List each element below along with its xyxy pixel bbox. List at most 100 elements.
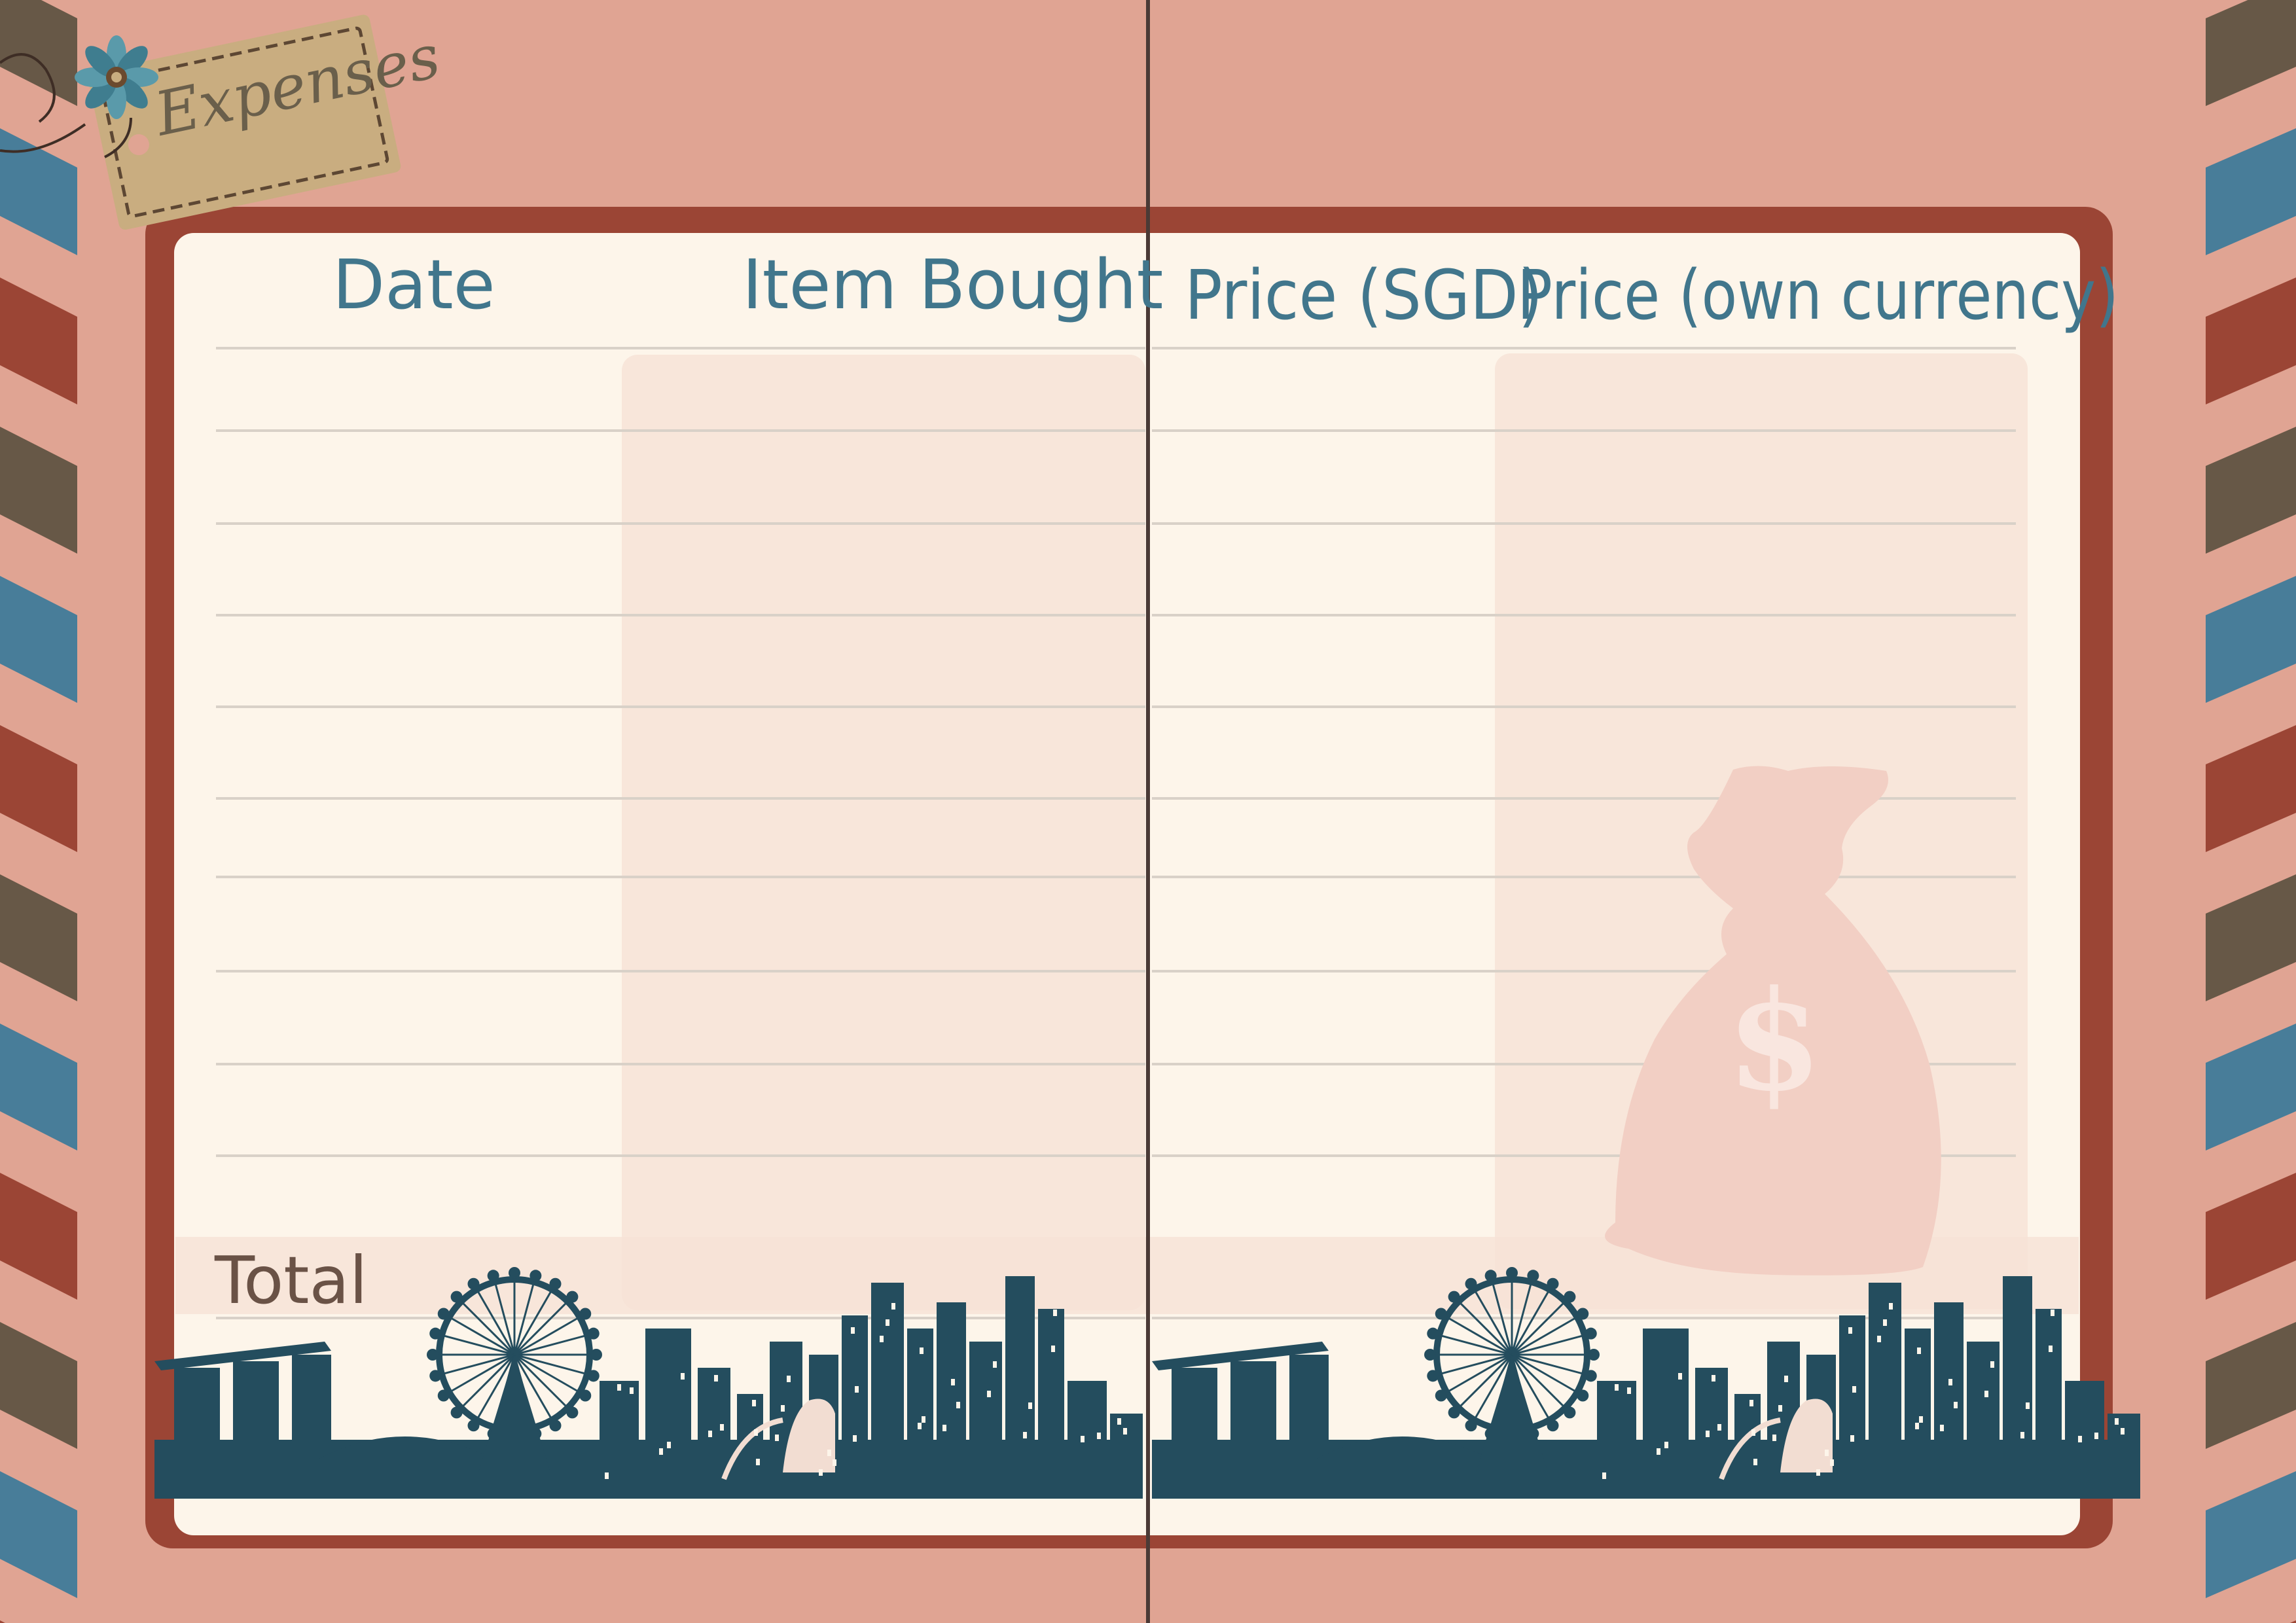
- skyline-shape: [645, 1329, 691, 1499]
- ferris-spoke: [514, 1334, 588, 1356]
- ferris-cabin: [579, 1389, 592, 1402]
- ferris-cabin: [1448, 1406, 1460, 1419]
- skyline-shape: [842, 1315, 868, 1499]
- skyline-shape: [2003, 1276, 2032, 1499]
- skyline-shape: [1934, 1302, 1964, 1499]
- window: [1784, 1376, 1788, 1382]
- skyline-shape: [154, 1342, 331, 1370]
- airmail-stripe: [2289, 1620, 2296, 1623]
- ferris-spoke: [1511, 1281, 1533, 1355]
- skyline-shape: [1152, 1342, 1329, 1370]
- ferris-cabin: [429, 1327, 442, 1340]
- ferris-cabin: [1484, 1270, 1497, 1282]
- airmail-stripe: [2206, 0, 2296, 106]
- window: [1852, 1386, 1856, 1393]
- ferris-spoke: [460, 1353, 516, 1409]
- total-label: Total: [215, 1242, 368, 1319]
- ferris-cabin: [427, 1349, 439, 1361]
- airmail-stripe: [0, 427, 77, 554]
- ferris-cabin: [1564, 1406, 1576, 1419]
- window: [714, 1375, 718, 1382]
- ferris-cabin: [1465, 1419, 1477, 1432]
- window: [1830, 1459, 1834, 1466]
- airmail-stripe: [0, 576, 77, 703]
- window: [1848, 1327, 1852, 1334]
- ferris-cabin: [450, 1291, 463, 1303]
- skyline-shape: [2108, 1414, 2140, 1499]
- ferris-spoke: [1473, 1289, 1513, 1355]
- ferris-cabin: [566, 1406, 579, 1419]
- ferris-spoke: [1446, 1316, 1513, 1356]
- skyline-shape: [871, 1283, 904, 1499]
- ferris-cabin: [1424, 1349, 1436, 1361]
- skyline-shape: [233, 1361, 279, 1499]
- airmail-stripe: [0, 1322, 77, 1449]
- ferris-cabin: [1588, 1349, 1600, 1361]
- window: [775, 1435, 779, 1441]
- window: [787, 1376, 791, 1382]
- ferris-cabin: [587, 1327, 600, 1340]
- window: [918, 1423, 922, 1429]
- window: [1664, 1442, 1668, 1448]
- ferris-cabin: [450, 1406, 463, 1419]
- window: [833, 1459, 836, 1466]
- ferris-cabin: [1585, 1370, 1597, 1382]
- window: [1627, 1387, 1631, 1394]
- window: [752, 1400, 756, 1406]
- window: [2051, 1310, 2054, 1316]
- airmail-stripe: [0, 1471, 77, 1598]
- ferris-cabin: [1577, 1389, 1589, 1402]
- window: [1889, 1303, 1893, 1310]
- ferris-cabin: [437, 1308, 450, 1320]
- ferris-cabin: [579, 1308, 592, 1320]
- ferris-spoke: [1439, 1353, 1513, 1376]
- ferris-cabin: [1435, 1308, 1447, 1320]
- flower-petal: [85, 77, 117, 109]
- right-airmail-stripes: [2206, 0, 2296, 1623]
- flower-icon: [75, 35, 158, 119]
- window: [756, 1459, 760, 1465]
- window: [659, 1448, 663, 1455]
- ferris-spoke: [514, 1353, 581, 1393]
- ferris-spoke: [441, 1353, 515, 1376]
- ferris-spoke: [1511, 1353, 1578, 1393]
- airmail-stripe: [2206, 1471, 2296, 1598]
- ferris-cabin: [1465, 1277, 1477, 1290]
- window: [2121, 1428, 2125, 1435]
- airmail-stripe: [2206, 128, 2296, 255]
- window: [880, 1336, 884, 1342]
- ferris-spoke: [1511, 1354, 1551, 1421]
- window: [1948, 1379, 1952, 1385]
- window: [1023, 1432, 1027, 1438]
- skyline-shape: [1289, 1355, 1329, 1499]
- airmail-stripe: [0, 0, 77, 106]
- window: [720, 1424, 724, 1431]
- ferris-cabin: [429, 1370, 442, 1382]
- window: [667, 1442, 671, 1448]
- ferris-cabin: [1427, 1327, 1439, 1340]
- left-airmail-stripes: [0, 0, 77, 1623]
- flower-petal: [85, 46, 117, 77]
- skyline-shape: [1316, 1436, 1492, 1459]
- skyline-shape: [1476, 1355, 1548, 1472]
- window: [1053, 1310, 1057, 1316]
- ferris-cabin: [587, 1370, 600, 1382]
- window: [1706, 1431, 1710, 1437]
- ferris-spoke: [1511, 1334, 1585, 1356]
- ferris-spoke: [1511, 1353, 1585, 1376]
- airmail-stripe: [0, 725, 77, 852]
- window: [1954, 1402, 1958, 1408]
- skyline-left: [154, 1267, 1143, 1499]
- ferris-cabin: [1585, 1327, 1597, 1340]
- window: [1751, 1429, 1755, 1436]
- window: [1778, 1405, 1782, 1412]
- ferris-spoke: [460, 1300, 516, 1356]
- skyline-shape: [318, 1436, 495, 1459]
- skyline-shape: [1038, 1309, 1064, 1499]
- ferris-cabin: [590, 1349, 602, 1361]
- window: [1877, 1336, 1881, 1342]
- window: [1712, 1375, 1715, 1382]
- ferris-cabin: [437, 1389, 450, 1402]
- window: [827, 1450, 831, 1456]
